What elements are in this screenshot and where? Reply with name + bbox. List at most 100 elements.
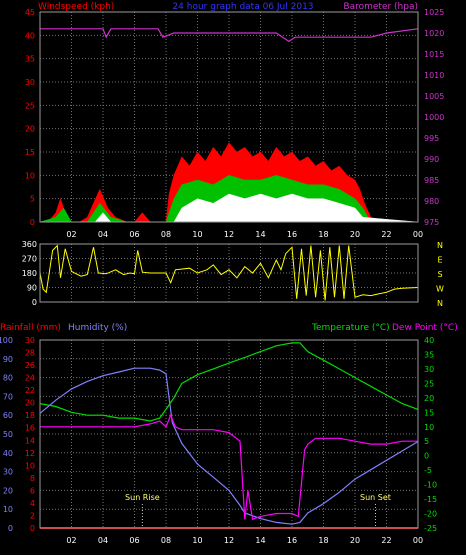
direction-compass-label: N	[437, 299, 443, 308]
temperature-tick-label: -20	[424, 510, 437, 519]
rainfall-tick-label: 2	[30, 511, 35, 520]
temperature-tick-label: -15	[424, 495, 437, 504]
humidity-tick-label: 50	[3, 430, 13, 439]
rainfall-axis-title: Rainfall (mm)	[0, 323, 61, 333]
windspeed-tick-label: 40	[25, 31, 35, 40]
humidity-line	[39, 367, 419, 525]
rainfall-tick-label: 14	[25, 436, 35, 445]
direction-compass-label: S	[437, 270, 442, 279]
rainfall-tick-label: 30	[25, 336, 35, 345]
dewpoint-line	[40, 413, 418, 521]
direction-degree-label: 270	[22, 255, 37, 264]
humidity-ticks: 0 10 20 30 40 50 60 70 80 90 100	[0, 336, 13, 533]
windspeed-tick-label: 15	[25, 148, 35, 157]
temperature-tick-label: -25	[424, 524, 437, 533]
x-tick-label: 04	[98, 536, 108, 545]
temperature-tick-label: 40	[424, 336, 434, 345]
barometer-tick-label: 1025	[424, 8, 444, 17]
x-tick-label: 02	[66, 536, 76, 545]
direction-compass-label: W	[436, 285, 444, 294]
windspeed-tick-label: 10	[25, 171, 35, 180]
direction-degree-ticks: 0 90 180 270 360	[22, 240, 37, 307]
temperature-tick-label: 20	[424, 394, 434, 403]
x-tick-label: 14	[255, 230, 265, 239]
temperature-ticks: -25 -20 -15 -10 -5 0 5 10 15 20 25 30 35 40	[424, 336, 437, 533]
rainfall-tick-label: 24	[25, 374, 35, 383]
direction-compass-label: E	[437, 256, 442, 265]
temperature-tick-label: 5	[424, 437, 429, 446]
humidity-tick-label: 20	[3, 486, 13, 495]
x-tick-label: 14	[255, 536, 265, 545]
humidity-tick-label: 10	[3, 505, 13, 514]
temperature-tick-label: 25	[424, 379, 434, 388]
temperature-humidity-frame	[39, 339, 419, 529]
x-tick-label: 18	[318, 536, 328, 545]
x-tick-label: 06	[129, 536, 139, 545]
rainfall-tick-label: 20	[25, 399, 35, 408]
temperature-line	[39, 342, 419, 422]
x-tick-label: 18	[318, 230, 328, 239]
windspeed-axis-title: Windspeed (kph)	[38, 2, 114, 12]
temperature-tick-label: 10	[424, 423, 434, 432]
rainfall-tick-label: 22	[25, 386, 35, 395]
temperature-tick-label: 35	[424, 350, 434, 359]
direction-degree-label: 90	[27, 284, 37, 293]
windspeed-tick-label: 45	[25, 8, 35, 17]
windspeed-tick-label: 25	[25, 101, 35, 110]
x-tick-label: 08	[161, 230, 171, 239]
barometer-tick-label: 1000	[424, 113, 444, 122]
humidity-tick-label: 70	[3, 392, 13, 401]
wind-direction-series	[39, 244, 419, 301]
rainfall-tick-label: 18	[25, 411, 35, 420]
windspeed-tick-label: 20	[25, 125, 35, 134]
sun-annotation-label: Sun Set	[360, 493, 391, 502]
temperature-tick-label: 30	[424, 365, 434, 374]
x-tick-label: 00	[413, 536, 423, 545]
rainfall-tick-label: 12	[25, 449, 35, 458]
windspeed-tick-label: 35	[25, 55, 35, 64]
barometer-tick-label: 990	[424, 155, 439, 164]
barometer-line	[40, 28, 419, 43]
humidity-tick-label: 30	[3, 468, 13, 477]
barometer-tick-label: 975	[424, 218, 439, 227]
direction-degree-label: 360	[22, 240, 37, 249]
wind-pressure-frame	[39, 11, 419, 223]
x-tick-label: 20	[350, 230, 360, 239]
humidity-tick-label: 90	[3, 355, 13, 364]
temperature-tick-label: -10	[424, 481, 437, 490]
barometer-ticks: 975 980 985 990 995 1000 1005 1010 1015 1020 1025	[424, 8, 444, 227]
x-tick-label: 04	[98, 230, 108, 239]
direction-compass-label: N	[437, 241, 443, 250]
chart-title: 24 hour graph data 06 Jul 2013	[172, 2, 313, 12]
temperature-axis-title: Temperature (°C)	[311, 323, 390, 333]
rainfall-tick-label: 0	[30, 524, 35, 533]
barometer-tick-label: 995	[424, 134, 439, 143]
humidity-tick-label: 60	[3, 411, 13, 420]
x-tick-label: 16	[287, 536, 297, 545]
barometer-tick-label: 980	[424, 197, 439, 206]
x-tick-label: 12	[224, 230, 234, 239]
rainfall-tick-label: 10	[25, 461, 35, 470]
x-tick-label: 02	[66, 230, 76, 239]
wind-pressure-series	[39, 28, 419, 223]
rainfall-tick-label: 6	[30, 486, 35, 495]
humidity-axis-title: Humidity (%)	[68, 323, 127, 333]
x-tick-label: 20	[350, 536, 360, 545]
humidity-tick-label: 100	[0, 336, 13, 345]
x-tick-label: 10	[192, 536, 202, 545]
wind-x-ticks: 02 04 06 08 10 12 14 16 18 20 22 00	[66, 230, 423, 239]
rainfall-tick-label: 8	[30, 474, 35, 483]
rainfall-tick-label: 4	[30, 499, 35, 508]
rainfall-tick-label: 16	[25, 424, 35, 433]
humidity-tick-label: 80	[3, 374, 13, 383]
x-tick-label: 16	[287, 230, 297, 239]
windspeed-tick-label: 5	[30, 195, 35, 204]
x-tick-label: 22	[381, 536, 391, 545]
x-tick-label: 22	[381, 230, 391, 239]
humidity-tick-label: 0	[8, 524, 13, 533]
